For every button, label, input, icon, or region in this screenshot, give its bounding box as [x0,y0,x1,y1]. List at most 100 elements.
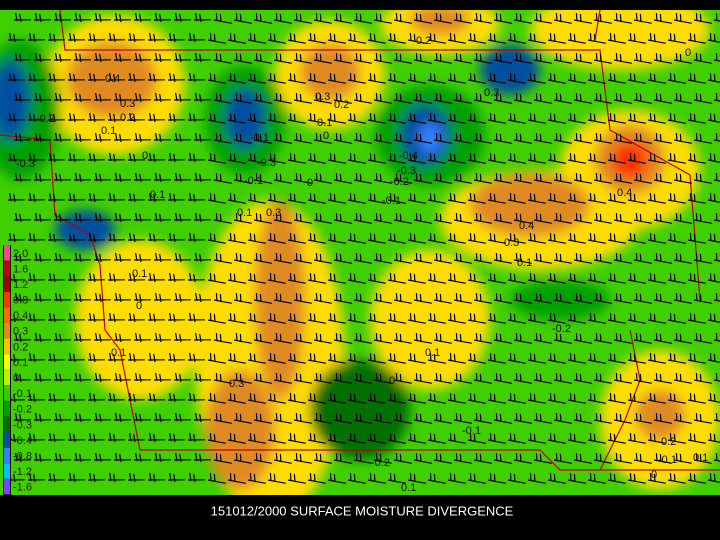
wind-barb [347,192,366,204]
wind-barb [447,152,466,164]
wind-barb [173,252,191,263]
wind-barb [587,432,606,444]
wind-barb [453,132,472,144]
wind-barb [547,152,566,164]
wind-barb [307,272,326,284]
wind-barb [613,92,632,104]
wind-barb [567,352,586,364]
wind-barb [307,392,326,404]
wind-barb [113,212,131,223]
wind-barb [353,372,372,384]
wind-barb [373,252,392,264]
wind-barb [427,192,446,204]
wind-barb [653,132,672,144]
wind-barb [67,32,85,43]
wind-barb [373,292,392,304]
wind-barb [93,372,111,383]
wind-barb [613,372,632,384]
wind-barb [613,212,632,224]
wind-barb [307,432,326,444]
wind-barb [453,332,472,344]
wind-barb [413,292,432,304]
wind-barb [227,392,246,404]
legend-swatch [4,416,10,433]
wind-barb [473,292,492,304]
wind-barb [507,112,526,124]
wind-barb [613,132,632,144]
wind-barb [147,272,165,283]
wind-barb [127,432,145,443]
wind-barb [107,392,125,403]
wind-barb [153,92,171,103]
wind-barb [87,432,105,443]
wind-barb [527,472,546,484]
wind-barb [273,172,292,184]
wind-barb [687,152,706,164]
wind-barb [673,212,692,224]
wind-barb [507,312,526,324]
wind-barb [553,252,572,264]
wind-barb [607,72,626,84]
wind-barb [293,132,312,144]
legend-label: 0.3 [13,326,28,338]
wind-barb [427,32,446,44]
legend-swatch [4,260,10,277]
wind-barb [253,212,272,224]
wind-barb [227,272,246,284]
wind-barb [513,452,532,464]
wind-barb [273,372,292,384]
wind-barb [33,12,51,23]
wind-barb [353,212,372,224]
wind-barb [133,172,151,183]
wind-barb [707,392,720,403]
wind-barb [447,352,466,364]
wind-barb [373,212,392,224]
wind-barb [73,372,91,383]
wind-barb [307,32,326,44]
wind-barb [273,292,292,304]
wind-barb [7,32,25,43]
legend-swatch [4,432,10,448]
wind-barb [307,72,326,84]
wind-barb [547,392,566,404]
wind-barb [653,252,672,264]
wind-barb [247,152,266,164]
wind-barb [13,332,31,343]
wind-barb [413,172,432,184]
wind-barb [227,232,246,244]
wind-barb [253,372,272,384]
wind-barb [227,312,246,324]
wind-barb [113,12,131,23]
wind-barb [353,12,372,24]
wind-barb [187,312,205,323]
wind-barb [513,372,532,384]
wind-barb [453,412,472,424]
legend-swatch [4,276,10,292]
wind-barb [353,452,372,464]
wind-barb [167,192,185,203]
wind-barb [573,12,592,24]
wind-barb [193,412,211,423]
wind-barb [327,152,346,164]
wind-barb [7,232,25,243]
wind-barb [593,372,612,384]
wind-barb [187,232,205,243]
wind-barb [487,432,506,444]
contour-label: 0.1 [237,207,252,219]
wind-barb [367,472,386,484]
wind-barb [207,432,226,444]
wind-barb [453,452,472,464]
wind-barb [33,52,51,63]
contour-label: 0.1 [317,117,332,129]
wind-barb [313,12,332,24]
wind-barb [233,12,252,24]
wind-barb [293,372,312,384]
wind-barb [667,472,686,484]
wind-barb [347,432,366,444]
wind-barb [507,192,526,204]
wind-barb [33,132,51,143]
wind-barb [493,212,512,224]
wind-barb [487,112,506,124]
wind-barb [553,132,572,144]
wind-barb [513,212,532,224]
